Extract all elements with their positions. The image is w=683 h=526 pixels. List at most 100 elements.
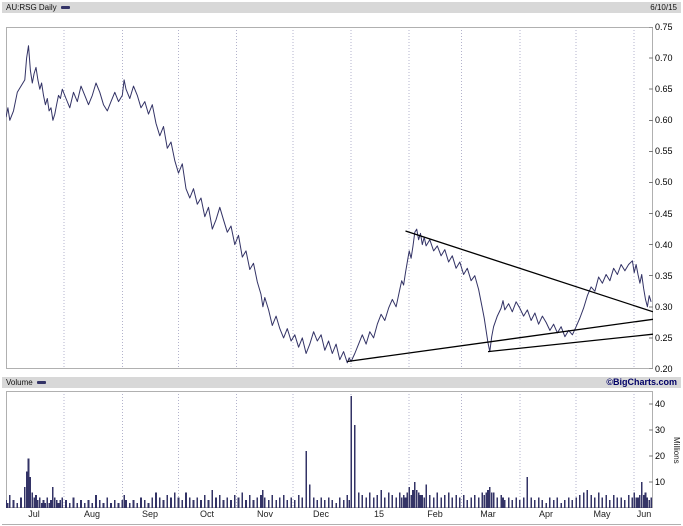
volume-bar bbox=[271, 495, 274, 508]
volume-bar bbox=[237, 497, 240, 508]
volume-bar bbox=[204, 495, 206, 508]
x-axis-month-labels: Jul Aug Sep Oct Nov Dec 15 Feb Mar Apr May Jun bbox=[6, 509, 653, 523]
volume-bar bbox=[275, 500, 277, 508]
volume-bar bbox=[590, 495, 592, 508]
volume-bar bbox=[196, 497, 199, 508]
volume-bar bbox=[324, 500, 326, 508]
volume-bar bbox=[640, 482, 643, 508]
volume-bar bbox=[399, 492, 401, 508]
volume-bar bbox=[447, 492, 450, 508]
volume-bar bbox=[624, 500, 626, 508]
volume-bar bbox=[140, 497, 142, 508]
volume-bar bbox=[519, 500, 521, 508]
volume-bar bbox=[419, 495, 422, 508]
volume-bar bbox=[579, 495, 581, 508]
volume-bar bbox=[256, 497, 259, 508]
volume-bar bbox=[335, 502, 337, 508]
volume-bar bbox=[320, 497, 322, 508]
volume-bar bbox=[549, 497, 551, 508]
volume-bar bbox=[432, 497, 435, 508]
volume-bar bbox=[114, 500, 116, 508]
volume-bar bbox=[487, 489, 489, 508]
volume-bar bbox=[489, 487, 491, 508]
volume-bar bbox=[309, 484, 311, 508]
volume-bar bbox=[372, 497, 375, 508]
volume-bar bbox=[474, 495, 476, 508]
price-panel-header-bar: AU:RSG Daily 6/10/15 bbox=[2, 2, 681, 13]
month-label-aug: Aug bbox=[83, 509, 100, 519]
volume-bar bbox=[31, 492, 34, 508]
volume-bar bbox=[46, 497, 49, 508]
price-axis-label: 0.75 bbox=[655, 22, 673, 32]
volume-bar bbox=[129, 502, 131, 508]
volume-bar bbox=[125, 500, 127, 508]
volume-bar bbox=[440, 497, 442, 508]
volume-bar bbox=[294, 500, 296, 508]
trendline-ascending-support-flat bbox=[487, 333, 653, 353]
volume-bar bbox=[423, 497, 425, 508]
volume-bar bbox=[646, 497, 649, 508]
volume-bar bbox=[59, 500, 62, 508]
volume-axis-label: 20 bbox=[655, 451, 666, 461]
volume-bar bbox=[207, 500, 210, 508]
volume-bar bbox=[545, 502, 547, 508]
volume-bar bbox=[400, 497, 403, 508]
volume-bar bbox=[635, 497, 637, 508]
volume-bar bbox=[39, 497, 41, 508]
volume-bar bbox=[91, 502, 94, 508]
volume-bar bbox=[12, 500, 15, 508]
volume-bar bbox=[526, 476, 529, 508]
volume-bar bbox=[605, 495, 607, 508]
volume-bar bbox=[155, 492, 157, 508]
price-y-axis: 0.75 0.70 0.65 0.60 0.55 0.50 0.45 0.40 0.35 0.30… bbox=[653, 22, 681, 374]
volume-bar bbox=[226, 497, 229, 508]
volume-bar bbox=[24, 487, 26, 508]
volume-bar bbox=[189, 497, 191, 508]
volume-bar bbox=[348, 500, 350, 508]
volume-bar bbox=[492, 492, 495, 508]
volume-bar bbox=[410, 495, 412, 508]
price-panel-border bbox=[6, 27, 653, 369]
volume-bar bbox=[354, 424, 356, 508]
volume-bar bbox=[444, 495, 446, 508]
volume-bar bbox=[290, 497, 292, 508]
bottom-border-rule bbox=[2, 524, 681, 525]
symbol-label: AU:RSG Daily bbox=[6, 3, 57, 12]
volume-bar bbox=[42, 500, 45, 508]
volume-bar bbox=[57, 502, 60, 508]
volume-bar bbox=[556, 497, 559, 508]
volume-bar bbox=[106, 497, 109, 508]
volume-bar bbox=[571, 500, 574, 508]
volume-bar bbox=[552, 500, 555, 508]
volume-bar bbox=[639, 495, 641, 508]
volume-bar bbox=[55, 500, 58, 508]
volume-bar bbox=[648, 500, 650, 508]
volume-bar bbox=[282, 495, 285, 508]
volume-bar bbox=[136, 502, 139, 508]
volume-bar bbox=[25, 471, 28, 508]
volume-bar bbox=[586, 489, 589, 508]
volume-bar bbox=[37, 500, 39, 508]
volume-bar bbox=[249, 495, 251, 508]
volume-bar bbox=[537, 497, 540, 508]
volume-bar bbox=[76, 502, 79, 508]
volume-axis-label: 40 bbox=[655, 399, 666, 409]
volume-bar bbox=[361, 495, 364, 508]
price-axis-label: 0.45 bbox=[655, 208, 673, 219]
trendline-ascending-support-long bbox=[347, 318, 653, 363]
volume-bar bbox=[406, 492, 409, 508]
volume-bar bbox=[219, 495, 221, 508]
volume-bar bbox=[391, 495, 394, 508]
volume-bar bbox=[252, 500, 255, 508]
volume-bar bbox=[620, 497, 622, 508]
volume-bar bbox=[80, 500, 82, 508]
volume-bar bbox=[170, 497, 172, 508]
volume-bar bbox=[502, 497, 504, 508]
bigcharts-brand-link[interactable]: ©BigCharts.com bbox=[606, 377, 677, 387]
volume-bar bbox=[177, 497, 180, 508]
month-label-feb: Feb bbox=[427, 509, 443, 519]
volume-bar bbox=[612, 495, 615, 508]
price-axis-label: 0.30 bbox=[655, 301, 673, 312]
volume-bar bbox=[376, 495, 379, 508]
